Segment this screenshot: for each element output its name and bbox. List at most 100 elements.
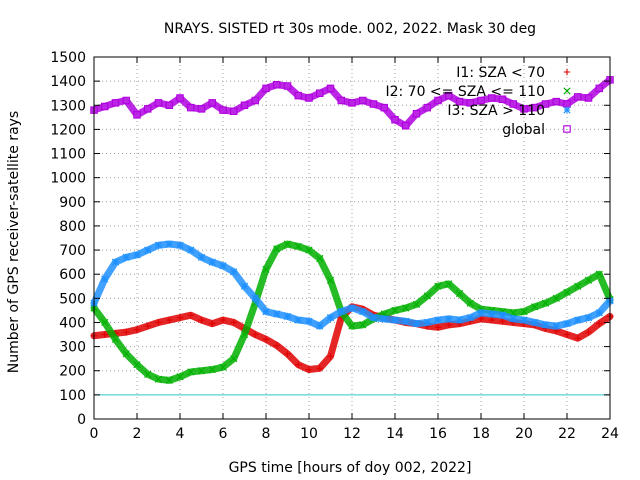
data-point — [584, 276, 593, 284]
data-point — [133, 361, 141, 369]
y-tick-label: 0 — [77, 412, 86, 428]
data-point — [455, 97, 464, 106]
x-tick-label: 10 — [300, 426, 318, 442]
data-point — [283, 312, 292, 321]
data-point — [455, 289, 464, 298]
data-point — [133, 111, 141, 119]
data-point — [326, 276, 335, 284]
data-point — [531, 318, 539, 327]
data-point — [111, 335, 120, 343]
data-point — [520, 316, 528, 324]
y-tick-label: 500 — [59, 291, 86, 307]
data-point — [520, 308, 528, 316]
data-point — [380, 315, 388, 323]
data-point — [208, 365, 216, 374]
data-point — [155, 319, 162, 326]
data-point — [412, 320, 421, 328]
data-point — [165, 376, 173, 384]
data-point — [176, 314, 184, 321]
data-point — [509, 315, 517, 323]
data-point — [230, 107, 238, 116]
y-tick-label: 200 — [59, 364, 86, 380]
y-tick-label: 600 — [59, 267, 86, 283]
data-point — [359, 321, 367, 329]
data-point — [208, 258, 216, 266]
data-point — [305, 317, 313, 325]
data-point — [477, 309, 485, 317]
data-point — [316, 365, 323, 372]
data-point — [133, 326, 141, 333]
data-point — [391, 316, 399, 324]
x-tick-label: 0 — [90, 426, 99, 442]
data-point — [316, 322, 324, 330]
data-point — [445, 315, 453, 323]
data-point — [326, 314, 335, 322]
data-point — [402, 304, 410, 312]
data-point — [176, 94, 184, 102]
data-point — [552, 322, 560, 330]
data-point — [219, 363, 227, 371]
data-point — [197, 367, 206, 375]
y-tick-label: 1500 — [50, 50, 86, 66]
data-point — [165, 101, 173, 110]
y-tick-label: 700 — [59, 243, 86, 259]
data-point — [294, 91, 302, 100]
data-point — [122, 350, 130, 358]
data-point — [294, 316, 302, 324]
data-point — [423, 103, 431, 112]
data-point — [466, 299, 474, 307]
data-point — [434, 282, 442, 290]
y-axis-label: Number of GPS receiver-satellite rays — [6, 111, 22, 373]
data-point — [252, 331, 259, 338]
data-point — [101, 275, 109, 283]
data-point — [499, 318, 506, 325]
data-point — [595, 84, 603, 93]
y-tick-label: 1400 — [50, 74, 86, 90]
data-point — [240, 330, 249, 339]
legend-label: I1: SZA < 70 — [456, 65, 545, 81]
data-point — [262, 265, 270, 273]
y-tick-label: 1000 — [50, 171, 86, 187]
data-point — [101, 102, 109, 111]
data-point — [445, 91, 453, 100]
data-point — [327, 353, 334, 360]
data-point — [122, 96, 130, 105]
data-point — [294, 242, 302, 251]
data-point — [585, 328, 592, 336]
data-point — [187, 312, 194, 319]
legend: I1: SZA < 70 I2: 70 <= SZA <= 110 I3: SZA … — [385, 65, 571, 138]
data-point — [262, 336, 270, 343]
data-point — [466, 314, 474, 322]
legend-marker — [563, 87, 571, 95]
data-marks — [90, 76, 614, 384]
chart-title: NRAYS. SISTED rt 30s mode. 002, 2022. Ma… — [164, 21, 536, 37]
data-point — [144, 322, 151, 330]
data-point — [262, 84, 270, 93]
data-point — [402, 317, 410, 325]
series-band — [90, 76, 614, 130]
data-point — [596, 320, 603, 327]
series-band — [90, 303, 614, 374]
data-point — [123, 328, 130, 336]
data-point — [133, 251, 141, 259]
data-point — [122, 253, 130, 261]
data-point — [584, 314, 593, 322]
series-band — [90, 240, 614, 384]
x-tick-label: 14 — [386, 426, 404, 442]
data-point — [488, 316, 495, 324]
data-point — [380, 103, 388, 112]
data-point — [541, 100, 550, 108]
axis-ticks: 0 2 4 6 8 10 12 14 16 18 20 22 240100200300400500600… — [50, 50, 619, 442]
data-point — [198, 316, 205, 324]
data-point — [111, 258, 120, 266]
x-tick-label: 22 — [558, 426, 576, 442]
data-point — [488, 94, 496, 102]
data-point — [111, 99, 120, 107]
data-point — [369, 100, 378, 108]
data-point — [187, 368, 195, 376]
data-point — [154, 375, 163, 383]
data-point — [348, 304, 356, 312]
data-point — [326, 84, 335, 93]
y-tick-label: 800 — [59, 219, 86, 235]
data-point — [531, 303, 539, 311]
